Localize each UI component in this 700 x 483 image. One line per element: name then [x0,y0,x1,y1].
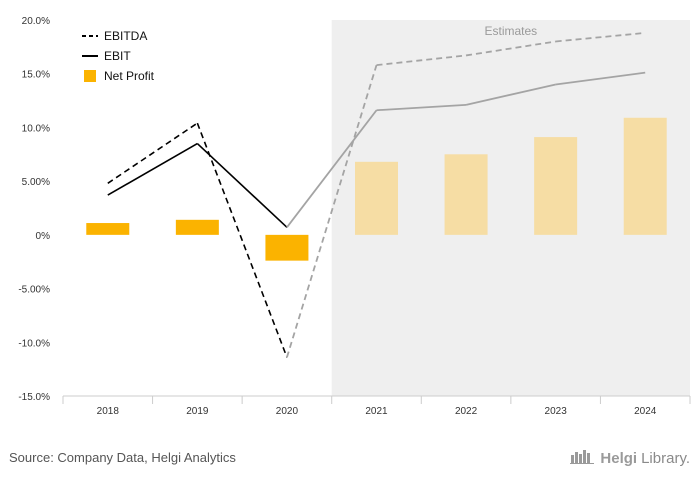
line-segment-ebitda [196,122,288,358]
x-tick-label: 2024 [634,406,657,417]
x-tick-label: 2019 [186,406,209,417]
line-segment-ebitda [376,54,467,67]
x-tick-label: 2022 [455,406,478,417]
bar-net-profit [444,154,488,235]
bar-net-profit [534,137,578,235]
line-segment-ebit [107,142,198,196]
line-segment-ebitda [555,31,646,43]
legend-label-ebitda: EBITDA [104,29,147,43]
estimates-label: Estimates [485,24,538,38]
bar-net-profit [355,161,398,235]
library-icon [570,448,596,468]
brand-suffix: Library. [641,449,690,467]
y-tick-label: 5.00% [22,177,50,188]
source-note: Source: Company Data, Helgi Analytics [9,450,236,465]
y-tick-label: 10.0% [22,123,50,134]
bar-net-profit [265,234,309,261]
legend-swatch-net-profit [84,70,96,82]
bar-net-profit [623,117,667,235]
bar-net-profit [86,223,130,235]
y-tick-label: 0% [36,231,51,242]
line-segment-ebitda [107,122,198,184]
line-segment-ebit [465,83,556,106]
line-segment-ebitda [286,64,378,358]
x-tick-label: 2020 [276,406,299,417]
line-segment-ebitda [465,40,556,57]
line-segment-ebit [376,103,467,112]
legend-label-net-profit: Net Profit [104,69,155,83]
line-segment-ebit [196,142,288,228]
x-tick-label: 2023 [545,406,568,417]
y-tick-label: -15.0% [18,392,50,403]
y-tick-label: 20.0% [22,16,50,27]
legend-label-ebit: EBIT [104,49,131,63]
y-tick-label: 15.0% [22,70,50,81]
chart-svg: Estimates 20.0% 15.0% 10.0% 5.00% 0% -5.00% -10… [18,16,691,417]
x-tick-label: 2021 [365,406,388,417]
y-tick-label: -10.0% [18,338,50,349]
line-segment-ebit [555,71,646,86]
brand-logo[interactable]: Helgi Library. [570,448,690,468]
brand-name: Helgi [600,449,638,467]
x-tick-label: 2018 [97,406,120,417]
bar-net-profit [175,219,219,235]
line-segment-ebit [286,109,378,228]
y-tick-label: -5.00% [18,285,50,296]
